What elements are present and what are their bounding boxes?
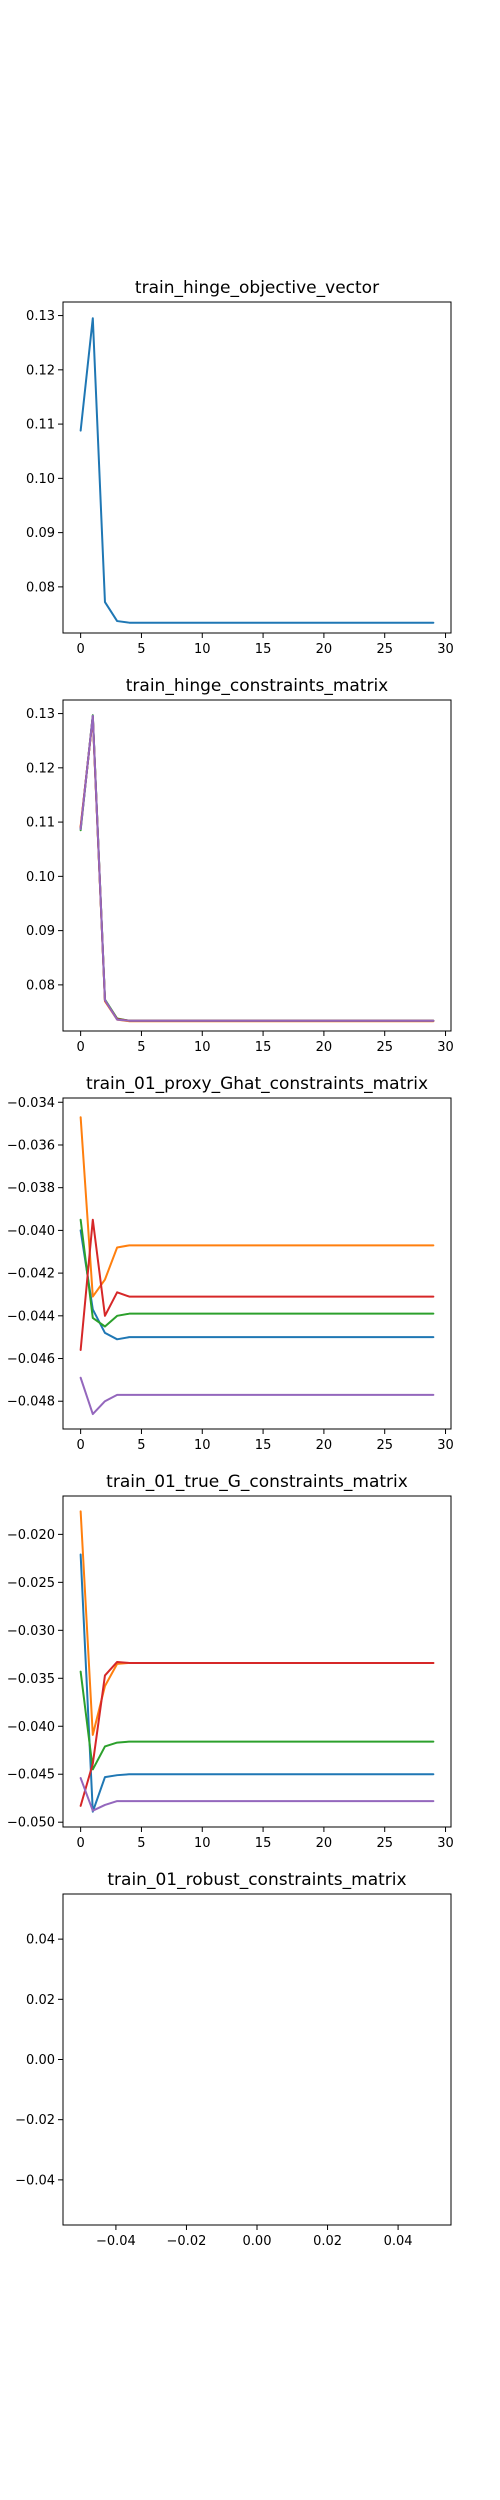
- y-tick-label: −0.020: [7, 1528, 55, 1543]
- y-tick-label: 0.12: [26, 363, 55, 378]
- y-tick-label: 0.02: [26, 1993, 55, 2008]
- x-tick-label: 0.02: [313, 2234, 342, 2249]
- y-tick-label: 0.00: [26, 2053, 55, 2068]
- axes-frame: [62, 1097, 452, 1430]
- x-tick-label: 0: [76, 1040, 84, 1055]
- series-line-0: [79, 1553, 435, 1813]
- subplot-0: train_hinge_objective_vector 0 5 10 15 20 25 30…: [26, 278, 454, 657]
- x-tick-label: 30: [437, 1438, 454, 1453]
- y-tick-label: −0.045: [7, 1768, 55, 1783]
- y-tick-label: −0.048: [7, 1395, 55, 1410]
- series-line-0: [79, 1229, 435, 1341]
- y-tick-label: 0.09: [26, 924, 55, 939]
- y-tick-label: −0.042: [7, 1267, 55, 1282]
- x-tick-label: 0: [76, 1836, 84, 1851]
- series-line-2: [79, 1670, 435, 1771]
- y-tick-label: 0.12: [26, 761, 55, 776]
- y-tick-label: −0.044: [7, 1309, 55, 1324]
- x-tick-label: 30: [437, 1040, 454, 1055]
- y-tick-label: −0.04: [15, 2173, 55, 2188]
- series-line-0: [79, 715, 435, 1022]
- y-tick-label: −0.040: [7, 1224, 55, 1239]
- x-tick-label: 0: [76, 642, 84, 657]
- series-line-4: [79, 1777, 435, 1812]
- x-tick-label: 30: [437, 642, 454, 657]
- subplot-2: train_01_proxy_Ghat_constraints_matrix 0 5…: [7, 1074, 454, 1453]
- x-tick-label: 20: [316, 1438, 333, 1453]
- y-tick-label: −0.034: [7, 1096, 55, 1111]
- series-line-2: [79, 714, 435, 1022]
- axes-frame: [62, 699, 452, 1032]
- series-line-3: [79, 715, 435, 1022]
- x-tick-label: 25: [376, 1040, 393, 1055]
- series-line-3: [79, 1660, 435, 1807]
- y-tick-label: 0.04: [26, 1933, 55, 1948]
- series-line-1: [79, 1116, 435, 1298]
- x-tick-label: 10: [194, 1438, 211, 1453]
- series-line-1: [79, 1510, 435, 1736]
- x-tick-label: 5: [137, 1438, 145, 1453]
- series-line-4: [79, 1376, 435, 1416]
- series-line-3: [79, 1218, 435, 1351]
- subplot-3: train_01_true_G_constraints_matrix 0 5 10 15…: [7, 1472, 454, 1851]
- x-tick-label: 15: [255, 642, 272, 657]
- x-tick-label: 10: [194, 1040, 211, 1055]
- y-tick-label: −0.050: [7, 1816, 55, 1831]
- axes-frame: [62, 301, 452, 634]
- y-tick-label: 0.10: [26, 472, 55, 487]
- y-tick-label: 0.11: [26, 816, 55, 831]
- y-tick-label: 0.10: [26, 870, 55, 885]
- x-tick-label: 5: [137, 642, 145, 657]
- x-tick-label: 20: [316, 642, 333, 657]
- y-tick-label: 0.08: [26, 978, 55, 993]
- y-tick-label: −0.036: [7, 1138, 55, 1153]
- y-tick-label: 0.09: [26, 526, 55, 541]
- axes-frame: [62, 1893, 452, 2226]
- x-tick-label: 15: [255, 1438, 272, 1453]
- chart-title: train_01_proxy_Ghat_constraints_matrix: [86, 1074, 428, 1094]
- series-line-2: [79, 1218, 435, 1328]
- x-tick-label: 15: [255, 1040, 272, 1055]
- y-tick-label: 0.13: [26, 309, 55, 324]
- y-tick-label: 0.11: [26, 418, 55, 433]
- y-tick-label: 0.08: [26, 580, 55, 595]
- x-tick-label: 25: [376, 642, 393, 657]
- x-tick-label: 5: [137, 1836, 145, 1851]
- y-tick-label: −0.040: [7, 1720, 55, 1735]
- x-tick-label: 25: [376, 1836, 393, 1851]
- y-tick-label: 0.13: [26, 707, 55, 722]
- y-tick-label: −0.035: [7, 1672, 55, 1687]
- series-line-0: [79, 317, 435, 624]
- x-tick-label: 20: [316, 1040, 333, 1055]
- axes-frame: [62, 1495, 452, 1828]
- chart-title: train_01_true_G_constraints_matrix: [106, 1472, 408, 1492]
- x-tick-label: 25: [376, 1438, 393, 1453]
- chart-title: train_01_robust_constraints_matrix: [107, 1870, 406, 1890]
- y-tick-label: −0.038: [7, 1181, 55, 1196]
- subplot-1: train_hinge_constraints_matrix 0 5 10 15 20 25…: [26, 676, 454, 1055]
- y-tick-label: −0.02: [15, 2113, 55, 2128]
- x-tick-label: 20: [316, 1836, 333, 1851]
- subplot-4: train_01_robust_constraints_matrix −0.04 −…: [15, 1870, 452, 2249]
- series-line-4: [79, 714, 435, 1022]
- x-tick-label: 15: [255, 1836, 272, 1851]
- y-tick-label: −0.025: [7, 1576, 55, 1591]
- x-tick-label: 5: [137, 1040, 145, 1055]
- chart-title: train_hinge_objective_vector: [135, 278, 379, 298]
- series-line-1: [79, 716, 435, 1023]
- y-tick-label: −0.046: [7, 1352, 55, 1367]
- x-tick-label: 30: [437, 1836, 454, 1851]
- x-tick-label: −0.02: [167, 2234, 207, 2249]
- x-tick-label: −0.04: [96, 2234, 136, 2249]
- x-tick-label: 10: [194, 1836, 211, 1851]
- y-tick-label: −0.030: [7, 1624, 55, 1639]
- x-tick-label: 0: [76, 1438, 84, 1453]
- x-tick-label: 10: [194, 642, 211, 657]
- x-tick-label: 0.00: [243, 2234, 272, 2249]
- chart-title: train_hinge_constraints_matrix: [126, 676, 388, 696]
- x-tick-label: 0.04: [384, 2234, 413, 2249]
